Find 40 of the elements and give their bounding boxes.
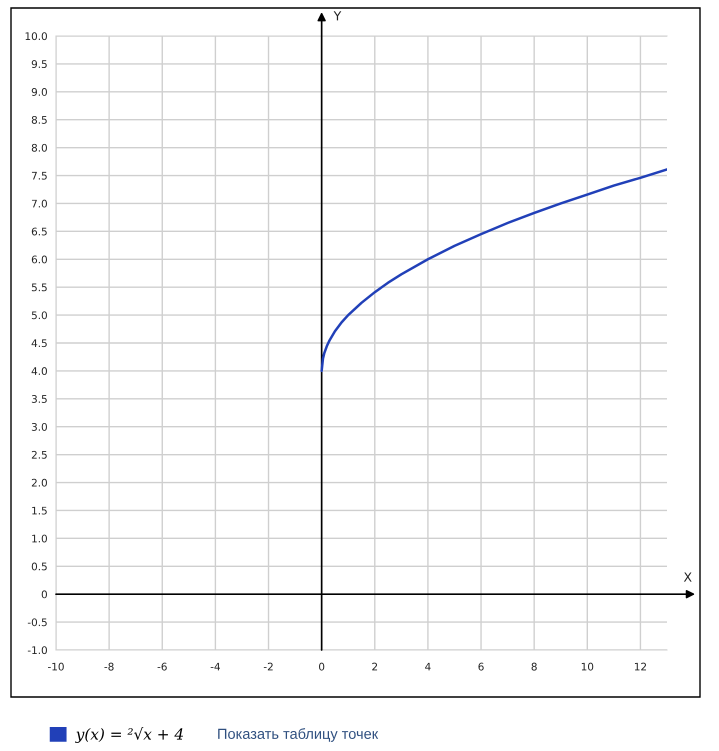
y-tick-label: 4.5 [32,339,47,348]
x-tick-label: -2 [264,662,273,670]
y-tick-label: -0.5 [28,618,47,626]
x-tick-label: 6 [478,662,484,671]
y-tick-label: 0.5 [32,562,47,570]
x-tick-label: -6 [158,662,167,671]
y-tick-label: 8.0 [32,144,47,152]
y-tick-label: 9.0 [32,88,47,96]
x-tick-label: 4 [425,662,431,670]
y-tick-label: 10.0 [26,32,47,40]
y-tick-label: -1.0 [28,646,47,654]
line-series [320,168,667,372]
x-tick-label: -4 [210,662,220,670]
x-tick-label: 12 [634,662,646,670]
x-axis-title: X [684,572,692,582]
y-tick-label: 5.5 [32,284,47,292]
y-tick-label: 9.5 [32,60,47,68]
y-tick-label: 0 [42,590,47,598]
y-tick-label: 7.0 [32,200,47,208]
x-tick-label: 8 [532,662,537,671]
x-tick-label: 10 [582,662,594,671]
y-tick-label: 1.0 [32,534,47,542]
y-tick-label: 2.5 [32,450,47,459]
y-tick-label: 6.0 [32,256,47,264]
text: Показать таблицу точек [218,728,378,742]
x-tick-label: 0 [319,662,324,671]
y-axis-title: Y [334,11,342,20]
y-tick-label: 3.5 [32,395,47,403]
y-tick-label: 1.5 [32,506,47,515]
y-tick-label: 7.5 [32,172,47,180]
y-tick-label: 5.0 [32,311,47,320]
y-tick-label: 4.0 [32,367,47,376]
y-tick-label: 6.5 [32,228,47,236]
y-tick-label: 8.5 [32,116,47,124]
y-tick-label: 2.0 [32,478,47,487]
y-tick-label: 3.0 [32,422,47,431]
x-tick-label: -8 [104,662,114,671]
x-tick-label: -10 [48,662,64,671]
x-tick-label: 2 [372,662,378,670]
legend-label: y(x) = ²√x + 4 [75,727,183,743]
